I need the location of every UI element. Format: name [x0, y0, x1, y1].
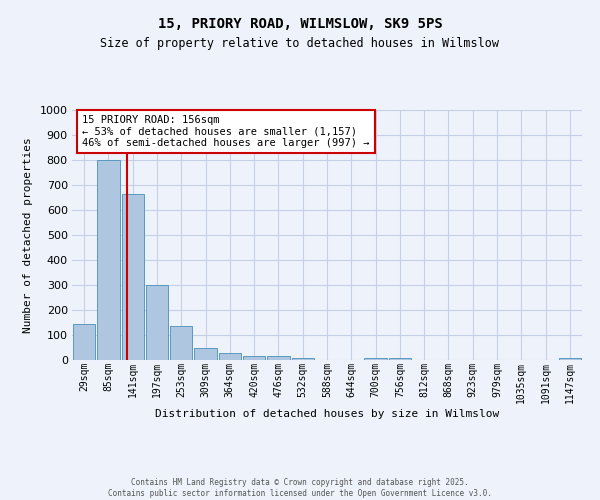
Bar — [389, 358, 411, 360]
Bar — [218, 353, 241, 360]
Bar — [243, 356, 265, 360]
Bar — [97, 160, 119, 360]
Bar — [364, 358, 387, 360]
Bar — [122, 194, 144, 360]
Bar — [292, 358, 314, 360]
Text: 15 PRIORY ROAD: 156sqm
← 53% of detached houses are smaller (1,157)
46% of semi-: 15 PRIORY ROAD: 156sqm ← 53% of detached… — [82, 115, 370, 148]
Bar — [194, 348, 217, 360]
Bar — [559, 358, 581, 360]
Text: Size of property relative to detached houses in Wilmslow: Size of property relative to detached ho… — [101, 38, 499, 51]
Text: Contains HM Land Registry data © Crown copyright and database right 2025.
Contai: Contains HM Land Registry data © Crown c… — [108, 478, 492, 498]
Bar — [146, 285, 168, 360]
Bar — [170, 326, 193, 360]
Bar — [267, 356, 290, 360]
X-axis label: Distribution of detached houses by size in Wilmslow: Distribution of detached houses by size … — [155, 410, 499, 420]
Y-axis label: Number of detached properties: Number of detached properties — [23, 137, 33, 333]
Bar — [73, 324, 95, 360]
Text: 15, PRIORY ROAD, WILMSLOW, SK9 5PS: 15, PRIORY ROAD, WILMSLOW, SK9 5PS — [158, 18, 442, 32]
